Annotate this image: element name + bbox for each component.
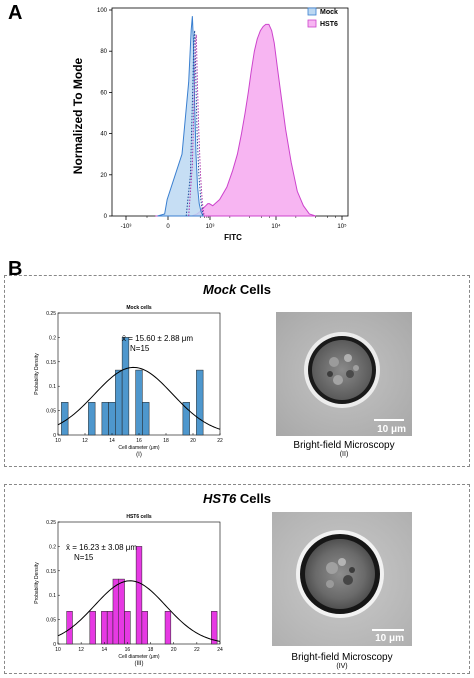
y-tick-label: 100 xyxy=(97,8,108,14)
hst6-n-label: N=15 xyxy=(74,553,94,562)
flow-cytometry-histogram: -10³ 0 10³ 10⁴ 10⁵ 0 20 40 60 80 100 Mock HST6 FITC… xyxy=(71,7,349,242)
mock-cells-box: Mock Cells xyxy=(4,275,470,467)
hst6-x-tick-label: 16 xyxy=(125,647,131,653)
mock-x-tick-label: 18 xyxy=(163,438,169,444)
hst6-cell-diameter-histogram: HST6 cells 10 12 14 16 18 20 22 24 0 0.05 0.1 0.15 0.… xyxy=(34,514,223,667)
hst6-y-axis-label: Probability Density xyxy=(34,562,40,604)
mock-y-tick-label: 0.05 xyxy=(46,409,56,415)
legend-label-hst6: HST6 xyxy=(320,21,338,28)
hst6-chart-title: HST6 cells xyxy=(126,514,152,520)
mock-scale-bar-label: 10 μm xyxy=(377,424,406,435)
mock-x-tick-label: 12 xyxy=(82,438,88,444)
hst6-panel-sublabel: (III) xyxy=(135,661,144,667)
hst6-x-tick-label: 22 xyxy=(194,647,200,653)
mock-y-tick-label: 0.25 xyxy=(46,311,56,317)
mock-bar xyxy=(88,402,96,436)
x-tick-label: 10⁵ xyxy=(337,223,347,230)
legend-label-mock: Mock xyxy=(320,9,338,16)
hst6-bar xyxy=(164,611,172,645)
mock-bright-field-image: 10 μm xyxy=(276,312,412,436)
hst6-bar xyxy=(211,611,218,645)
legend-swatch-hst6 xyxy=(307,19,317,28)
hst6-bar xyxy=(141,611,148,645)
mock-replicate-curve xyxy=(185,30,204,217)
hst6-y-tick-label: 0.1 xyxy=(49,593,56,599)
mock-bar xyxy=(121,337,130,436)
mock-y-tick-label: 0.2 xyxy=(49,335,56,341)
y-tick-label: 0 xyxy=(104,214,108,220)
hst6-x-tick-label: 10 xyxy=(55,647,61,653)
mock-y-axis-label: Probability Density xyxy=(34,353,40,395)
mock-mean-annotation: x̄ = 15.60 ± 2.88 μm xyxy=(122,334,193,343)
hst6-mean-annotation: x̄ = 16.23 ± 3.08 μm xyxy=(66,543,137,552)
hst6-cells-box: HST6 Cells xyxy=(4,484,470,674)
legend-swatch-mock xyxy=(307,7,317,16)
x-tick-label: 10³ xyxy=(206,224,215,230)
hst6-bar xyxy=(118,578,125,645)
x-tick-label: 10⁴ xyxy=(271,223,281,230)
mock-x-tick-label: 22 xyxy=(217,438,223,444)
mock-y-tick-label: 0.15 xyxy=(46,360,56,366)
mock-bar xyxy=(196,369,204,436)
mock-x-tick-label: 14 xyxy=(109,438,115,444)
hst6-y-tick-label: 0 xyxy=(53,642,56,648)
hst6-bar xyxy=(135,546,143,645)
hst6-bar xyxy=(101,611,108,645)
panel-a-letter: A xyxy=(8,2,23,24)
mock-bar xyxy=(142,402,150,436)
mock-x-tick-label: 20 xyxy=(190,438,196,444)
hst6-bar xyxy=(106,611,114,645)
hst6-histogram-area xyxy=(155,23,316,217)
mock-x-axis-label: Cell diameter (μm) xyxy=(118,445,160,451)
x-tick-label: 0 xyxy=(166,224,170,230)
y-tick-label: 80 xyxy=(100,49,107,55)
hst6-microscopy-caption: Bright-field Microscopy (IV) xyxy=(291,652,393,670)
mock-bar xyxy=(108,402,116,436)
hst6-y-tick-label: 0.25 xyxy=(46,520,56,526)
y-axis-label: Normalized To Mode xyxy=(71,57,85,174)
mock-bar xyxy=(135,369,143,436)
hst6-x-tick-label: 20 xyxy=(171,647,177,653)
mock-x-tick-label: 10 xyxy=(55,438,61,444)
hst6-x-tick-label: 12 xyxy=(78,647,84,653)
mock-n-label: N=15 xyxy=(130,344,150,353)
hst6-bar xyxy=(124,611,131,645)
hst6-x-axis-label: Cell diameter (μm) xyxy=(118,654,160,660)
x-tick-label: -10³ xyxy=(121,224,132,230)
hst6-normal-fit-curve xyxy=(57,580,221,642)
hst6-x-tick-label: 18 xyxy=(148,647,154,653)
mock-chart-title: Mock cells xyxy=(126,305,152,311)
hst6-bar xyxy=(89,611,96,645)
mock-x-tick-label: 16 xyxy=(136,438,142,444)
mock-bar xyxy=(61,402,69,436)
mock-cell-diameter-histogram: Mock cells 10 12 14 16 18 20 22 0 0.05 0.1 0.15 0.2 0… xyxy=(34,305,223,458)
mock-y-tick-label: 0 xyxy=(53,433,56,439)
panel-b-letter: B xyxy=(8,258,23,280)
hst6-y-tick-label: 0.15 xyxy=(46,569,56,575)
hst6-cells-title: HST6 Cells xyxy=(203,491,271,506)
x-axis-label: FITC xyxy=(224,233,242,242)
mock-y-tick-label: 0.1 xyxy=(49,384,56,390)
mock-panel-sublabel: (I) xyxy=(136,452,142,458)
y-tick-label: 20 xyxy=(100,173,107,179)
hst6-x-tick-label: 24 xyxy=(217,647,223,653)
mock-microscopy-caption: Bright-field Microscopy (II) xyxy=(293,440,395,458)
hst6-replicate-curve xyxy=(188,34,205,217)
hst6-x-tick-label: 14 xyxy=(102,647,108,653)
y-tick-label: 40 xyxy=(100,132,107,138)
hst6-bright-field-image: 10 μm xyxy=(272,512,412,646)
mock-bar xyxy=(182,402,190,436)
hst6-bar xyxy=(112,578,120,645)
hst6-bar xyxy=(66,611,73,645)
y-tick-label: 60 xyxy=(100,90,107,96)
mock-normal-fit-curve xyxy=(57,366,221,430)
hst6-y-tick-label: 0.05 xyxy=(46,618,56,624)
mock-bar xyxy=(115,369,123,436)
mock-cells-title: Mock Cells xyxy=(203,282,271,297)
mock-bar xyxy=(101,402,109,436)
hst6-y-tick-label: 0.2 xyxy=(49,544,56,550)
hst6-scale-bar-label: 10 μm xyxy=(375,633,404,644)
